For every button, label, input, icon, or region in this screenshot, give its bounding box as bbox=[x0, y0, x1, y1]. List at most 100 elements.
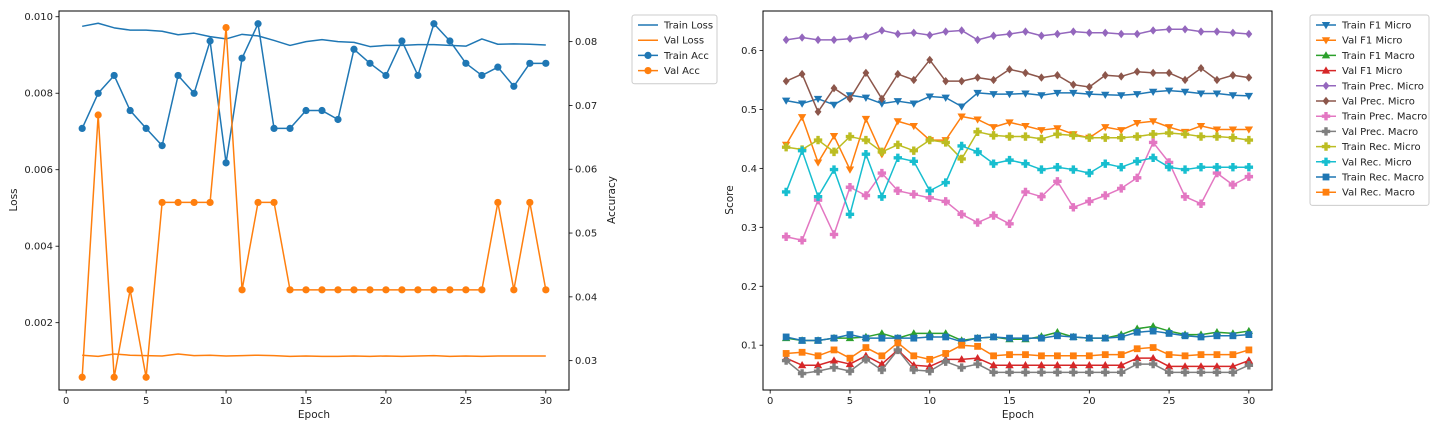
metrics-legend: Train F1 Micro Val F1 Micro Train F1 Macro… bbox=[1309, 14, 1430, 206]
y-tick-label: 0.5 bbox=[741, 105, 757, 116]
legend-label: Train F1 Macro bbox=[1341, 51, 1415, 62]
x-tick-label: 15 bbox=[300, 396, 313, 407]
data-point-train-acc bbox=[526, 59, 534, 67]
data-point-train-acc bbox=[542, 59, 550, 67]
data-point-val-prec-macro bbox=[893, 345, 903, 355]
data-point-val-rec-micro bbox=[797, 146, 807, 155]
legend-swatch-marker bbox=[1322, 81, 1330, 90]
data-point-val-rec-macro bbox=[1133, 345, 1141, 353]
data-point-val-f1-micro bbox=[1101, 124, 1110, 132]
data-point-val-rec-macro bbox=[862, 344, 870, 351]
data-point-val-prec-micro bbox=[1085, 82, 1093, 92]
data-point-train-rec-micro bbox=[925, 135, 934, 145]
data-point-train-prec-macro bbox=[1085, 197, 1094, 206]
data-point-train-rec-micro bbox=[1101, 133, 1110, 142]
score-y-axis-label: Score bbox=[724, 185, 736, 214]
x-tick-label: 30 bbox=[1242, 396, 1255, 407]
data-point-train-prec-macro bbox=[1164, 158, 1174, 167]
data-point-val-prec-macro bbox=[989, 368, 998, 377]
y2-tick-label: 0.05 bbox=[575, 229, 597, 240]
data-point-train-prec-micro bbox=[1006, 29, 1013, 39]
x-tick-label: 15 bbox=[1003, 396, 1016, 407]
data-point-train-prec-micro bbox=[1117, 29, 1125, 39]
data-point-train-f1-micro bbox=[957, 103, 966, 111]
data-point-train-prec-macro bbox=[1228, 180, 1238, 190]
data-point-train-rec-macro bbox=[1197, 333, 1205, 341]
data-point-val-prec-macro bbox=[941, 357, 950, 366]
data-point-train-f1-micro bbox=[1069, 89, 1078, 98]
data-point-train-rec-micro bbox=[1244, 135, 1254, 145]
data-point-val-f1-micro bbox=[909, 122, 918, 131]
data-point-val-prec-micro bbox=[1069, 80, 1077, 89]
data-point-train-acc bbox=[94, 89, 102, 97]
data-point-val-prec-macro bbox=[1132, 359, 1142, 369]
data-point-val-prec-macro bbox=[1053, 368, 1062, 377]
data-point-train-prec-macro bbox=[781, 232, 791, 241]
legend-label: Train Loss bbox=[663, 21, 713, 32]
data-point-train-prec-macro bbox=[1148, 138, 1158, 147]
y-tick-label: 0.006 bbox=[24, 165, 53, 176]
data-point-val-prec-macro bbox=[829, 363, 839, 372]
data-point-train-f1-macro bbox=[877, 329, 887, 337]
data-point-train-acc bbox=[430, 20, 438, 28]
data-point-val-f1-micro bbox=[1005, 119, 1014, 127]
data-point-val-f1-micro bbox=[813, 159, 823, 167]
data-point-val-f1-micro bbox=[1085, 361, 1094, 369]
data-point-train-prec-micro bbox=[1085, 28, 1093, 38]
data-point-train-rec-macro bbox=[1053, 332, 1061, 340]
data-point-train-rec-macro bbox=[1229, 332, 1237, 340]
legend-entry-val-loss: Val Loss bbox=[638, 36, 704, 47]
data-point-train-f1-micro bbox=[893, 98, 903, 106]
data-point-train-f1-micro bbox=[1228, 92, 1238, 100]
data-point-train-prec-micro bbox=[974, 35, 982, 45]
legend-swatch-marker bbox=[1321, 37, 1331, 45]
loss-accuracy-chart: 0 5 10 15 20 25 30 0.002 0.004 0.006 0.008 0.010 0.0… bbox=[8, 10, 718, 421]
series-line-val-f1-micro bbox=[785, 115, 1249, 171]
data-point-train-prec-micro bbox=[1101, 28, 1109, 38]
data-point-train-rec-micro bbox=[989, 131, 998, 140]
data-point-val-f1-micro bbox=[957, 355, 966, 363]
data-point-val-prec-micro bbox=[798, 69, 806, 79]
data-point-train-rec-micro bbox=[1005, 132, 1014, 141]
data-point-train-acc bbox=[414, 71, 422, 80]
series-val-prec-micro bbox=[782, 55, 1253, 116]
data-point-train-rec-macro bbox=[1245, 331, 1253, 338]
data-point-train-f1-micro bbox=[1053, 89, 1062, 98]
data-point-train-acc bbox=[126, 106, 134, 115]
data-point-val-rec-macro bbox=[1181, 352, 1189, 360]
legend-entry-train-f1-macro: Train F1 Macro bbox=[1316, 51, 1415, 62]
data-point-val-rec-macro bbox=[1149, 344, 1157, 351]
data-point-val-f1-micro bbox=[813, 361, 823, 369]
legend-label: Train Acc bbox=[663, 51, 709, 62]
data-point-train-acc bbox=[206, 37, 214, 45]
data-point-val-acc bbox=[382, 286, 390, 294]
data-point-train-prec-micro bbox=[1022, 27, 1029, 36]
y2-tick-label: 0.06 bbox=[575, 165, 597, 176]
data-point-train-prec-macro bbox=[1132, 173, 1142, 183]
data-point-train-acc bbox=[398, 37, 406, 45]
data-point-train-rec-macro bbox=[990, 333, 997, 341]
legend-entry-train-rec-macro: Train Rec. Macro bbox=[1316, 173, 1424, 184]
data-point-train-prec-micro bbox=[1229, 28, 1237, 38]
data-point-train-rec-micro bbox=[957, 154, 966, 164]
data-point-train-rec-macro bbox=[1149, 327, 1157, 335]
data-point-train-rec-micro bbox=[1212, 132, 1222, 141]
legend-entry-val-rec-micro: Val Rec. Micro bbox=[1316, 157, 1412, 168]
data-point-val-prec-macro bbox=[1212, 368, 1222, 377]
data-point-val-acc bbox=[206, 198, 214, 207]
data-point-val-prec-micro bbox=[942, 76, 950, 86]
data-point-val-rec-micro bbox=[1148, 153, 1158, 162]
data-point-val-rec-macro bbox=[814, 352, 822, 360]
data-point-val-f1-micro bbox=[1244, 126, 1254, 134]
series-line-val-prec-micro bbox=[785, 59, 1249, 113]
data-point-train-f1-macro bbox=[1148, 322, 1158, 330]
data-point-train-rec-macro bbox=[846, 331, 854, 338]
data-point-val-rec-micro bbox=[1037, 165, 1046, 174]
data-point-val-prec-macro bbox=[909, 365, 918, 375]
data-point-train-prec-micro bbox=[1149, 26, 1157, 35]
data-point-train-prec-macro bbox=[1037, 192, 1046, 201]
data-point-val-f1-micro bbox=[1180, 362, 1190, 370]
data-point-train-rec-micro bbox=[877, 147, 887, 157]
data-point-val-rec-micro bbox=[1228, 162, 1238, 172]
